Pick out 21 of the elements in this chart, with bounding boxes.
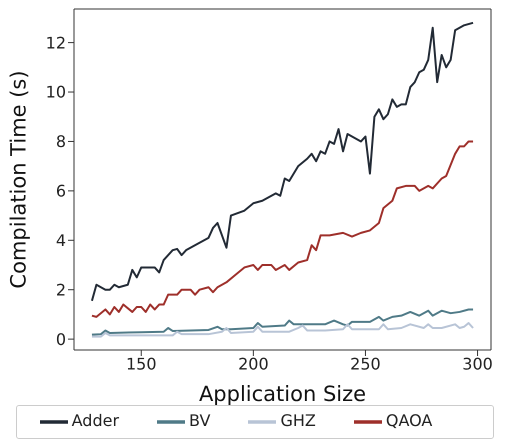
y-tick-label: 8 <box>56 132 66 152</box>
x-tick-label: 250 <box>350 354 381 374</box>
y-tick-label: 6 <box>56 182 66 201</box>
legend-label: BV <box>189 411 210 430</box>
x-tick-label: 150 <box>126 354 157 374</box>
y-tick-label: 0 <box>56 330 66 349</box>
y-tick-label: 12 <box>46 33 66 52</box>
legend-label: QAOA <box>386 411 432 430</box>
line-series <box>90 22 474 302</box>
y-axis-title: Compilation Time (s) <box>6 70 30 289</box>
x-tick-label: 300 <box>462 354 493 374</box>
line-series <box>90 140 474 318</box>
x-tick-label: 200 <box>238 354 269 374</box>
x-axis-title: Application Size <box>198 382 366 406</box>
legend-label: GHZ <box>280 411 316 430</box>
y-tick-label: 10 <box>46 82 66 102</box>
line-series <box>90 322 474 338</box>
y-tick-label: 2 <box>56 280 66 300</box>
line-series <box>90 308 474 336</box>
y-tick-label: 4 <box>56 230 66 250</box>
legend-label: Adder <box>72 411 120 430</box>
